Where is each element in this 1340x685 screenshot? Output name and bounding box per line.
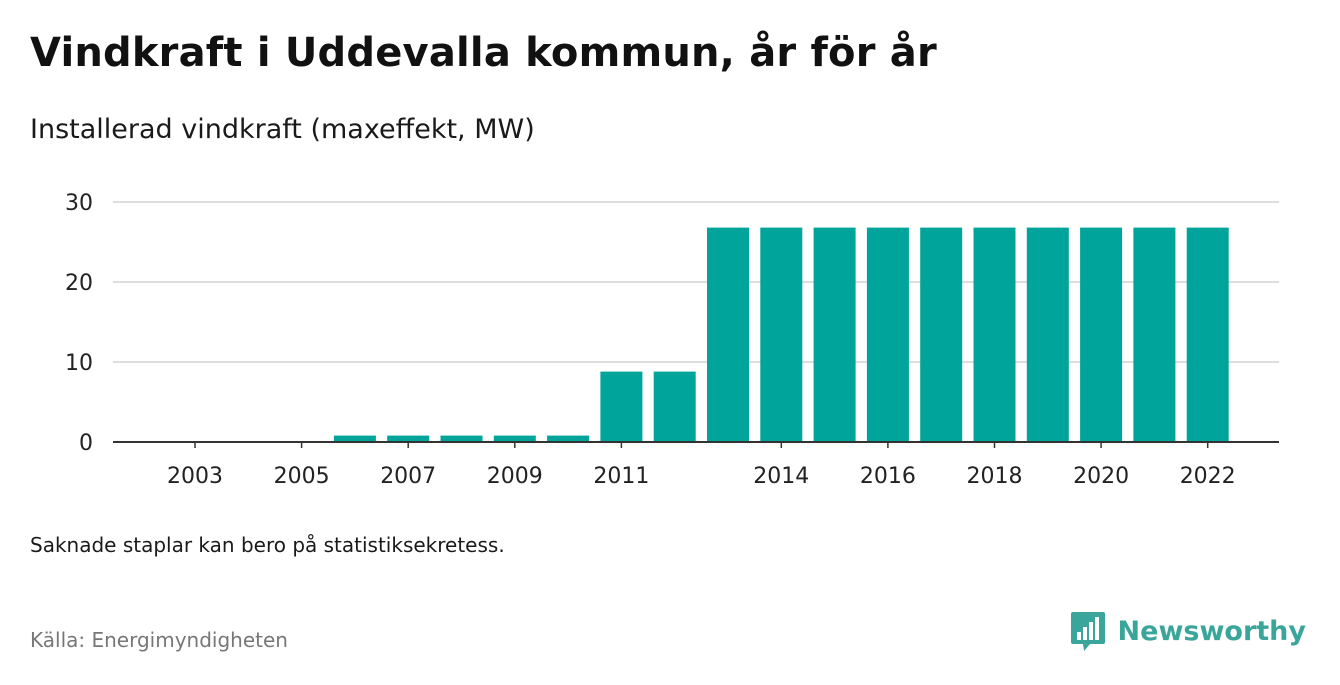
brand-logo[interactable]: Newsworthy <box>1070 610 1306 652</box>
bar-2018 <box>973 227 1016 442</box>
newsworthy-logo-icon <box>1070 612 1105 651</box>
bar-2021 <box>1133 227 1176 442</box>
y-tick-label: 30 <box>65 191 93 216</box>
bar-2022 <box>1186 227 1229 442</box>
x-tick-label: 2022 <box>1180 464 1236 489</box>
source-label: Källa: Energimyndigheten <box>30 628 288 652</box>
brand-name: Newsworthy <box>1117 615 1306 647</box>
bar-2007 <box>387 435 430 442</box>
x-tick-label: 2007 <box>380 464 436 489</box>
bar-2006 <box>333 435 376 442</box>
bar-chart: 0 10 20 30 2003 2005 2007 2009 2011 2014 2016 2018… <box>65 191 1279 489</box>
bar-2019 <box>1026 227 1069 442</box>
chart-subtitle: Installerad vindkraft (maxeffekt, MW) <box>30 114 535 145</box>
x-tick-label: 2014 <box>753 464 809 489</box>
bar-2008 <box>440 435 483 442</box>
x-tick-label: 2011 <box>593 464 649 489</box>
bar-2013 <box>707 227 749 442</box>
x-tick-label: 2009 <box>487 464 543 489</box>
y-tick-label: 0 <box>79 431 93 456</box>
bar-2009 <box>493 435 536 442</box>
y-axis-ticks: 0 10 20 30 <box>65 191 93 456</box>
bar-2012 <box>653 371 696 442</box>
x-tick-label: 2018 <box>967 464 1023 489</box>
bar-2010 <box>547 435 590 442</box>
x-tick-label: 2020 <box>1073 464 1129 489</box>
bar-2017 <box>920 227 963 442</box>
bar-2016 <box>866 227 909 442</box>
x-tick-label: 2005 <box>274 464 330 489</box>
bar-2011 <box>600 371 643 442</box>
x-tick-label: 2003 <box>167 464 223 489</box>
x-axis-ticks: 2003 2005 2007 2009 2011 2014 2016 2018 2020 2022 <box>167 442 1236 489</box>
bars <box>333 227 1229 442</box>
x-tick-label: 2016 <box>860 464 916 489</box>
y-tick-label: 20 <box>65 271 93 296</box>
bar-2015 <box>813 227 856 442</box>
footnote: Saknade staplar kan bero på statistiksek… <box>30 533 505 557</box>
y-tick-label: 10 <box>65 351 93 376</box>
chart-title: Vindkraft i Uddevalla kommun, år för år <box>30 30 937 76</box>
bar-2014 <box>760 227 803 442</box>
bar-2020 <box>1080 227 1123 442</box>
